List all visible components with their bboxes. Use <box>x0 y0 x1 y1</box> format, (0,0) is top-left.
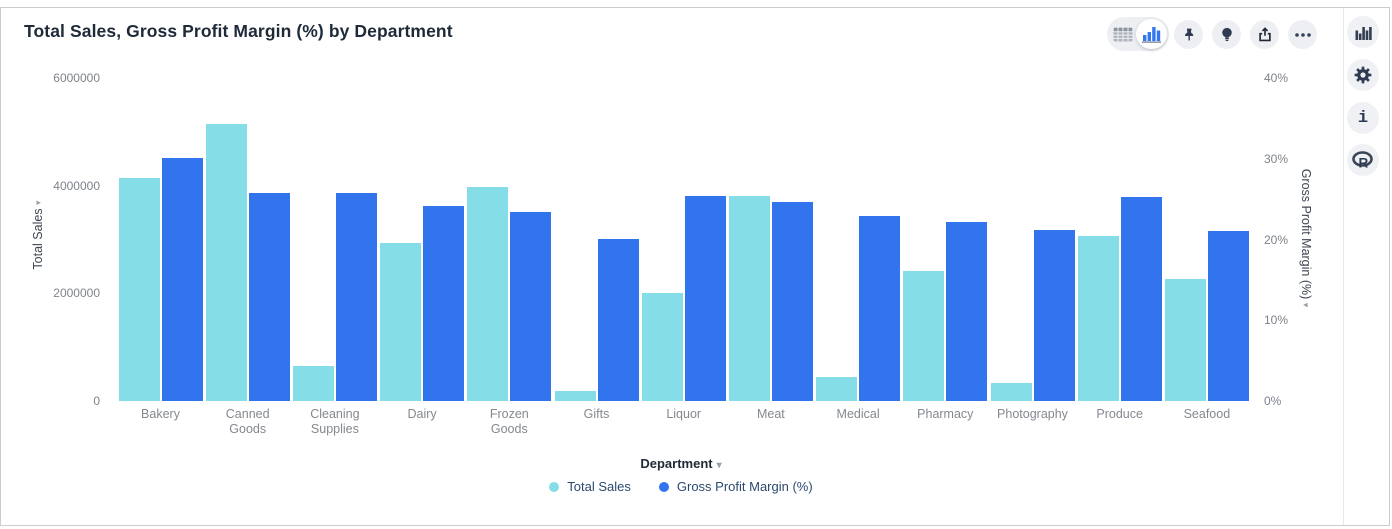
bar-gross-profit-margin-meat[interactable] <box>771 201 813 401</box>
right-axis-tick: 20% <box>1264 232 1289 247</box>
bar-total-sales-medical[interactable] <box>816 377 858 401</box>
histogram-icon <box>1355 25 1372 40</box>
table-icon <box>1113 26 1133 42</box>
bar-gross-profit-margin-bakery[interactable] <box>161 157 203 401</box>
bar-total-sales-gifts[interactable] <box>554 390 596 401</box>
x-axis-field-dropdown[interactable]: Department ▾ <box>581 456 781 471</box>
more-options-button[interactable] <box>1288 20 1317 49</box>
view-toggle <box>1107 17 1169 51</box>
pin-icon <box>1180 26 1198 44</box>
category-label: Pharmacy <box>917 407 974 421</box>
right-axis-title[interactable]: Gross Profit Margin (%) ▾ <box>1299 169 1313 308</box>
bar-total-sales-photography[interactable] <box>990 382 1032 401</box>
bar-gross-profit-margin-gifts[interactable] <box>597 238 639 401</box>
table-view-button[interactable] <box>1107 17 1139 51</box>
lightbulb-button[interactable] <box>1212 20 1241 49</box>
category-label: Photography <box>997 407 1068 421</box>
axis-arrow-icon: ▾ <box>1301 302 1311 308</box>
category-label: Medical <box>836 407 880 421</box>
legend-item-total-sales[interactable]: Total Sales <box>549 479 631 494</box>
bar-total-sales-canned-goods[interactable] <box>205 123 247 401</box>
bar-total-sales-dairy[interactable] <box>380 243 422 401</box>
gear-icon <box>1353 65 1373 85</box>
right-axis-tick: 10% <box>1264 313 1289 328</box>
lightbulb-icon <box>1218 25 1236 44</box>
info-icon: i <box>1357 108 1369 128</box>
legend: Total Sales Gross Profit Margin (%) <box>431 479 931 494</box>
bar-total-sales-pharmacy[interactable] <box>903 270 945 401</box>
left-axis-title[interactable]: Total Sales ▾ <box>31 200 45 269</box>
export-button[interactable] <box>1250 20 1279 49</box>
r-language-button[interactable]: R <box>1347 144 1379 176</box>
bar-gross-profit-margin-frozen-goods[interactable] <box>510 212 552 401</box>
right-axis-tick: 30% <box>1264 151 1289 166</box>
legend-dot-blue <box>658 481 669 492</box>
export-icon <box>1256 26 1274 44</box>
category-label: Produce <box>1096 407 1143 421</box>
bar-total-sales-seafood[interactable] <box>1164 278 1206 401</box>
right-axis-tick: 0% <box>1264 394 1282 408</box>
settings-button[interactable] <box>1347 59 1379 91</box>
axis-arrow-icon: ▾ <box>33 200 43 205</box>
bar-gross-profit-margin-medical[interactable] <box>859 216 901 401</box>
right-axis-title-text: Gross Profit Margin (%) <box>1299 168 1313 300</box>
ellipsis-icon <box>1294 32 1312 38</box>
category-label: Bakery <box>141 407 180 421</box>
category-label: Cleaning Supplies <box>310 407 360 436</box>
chart-view-button[interactable] <box>1136 19 1167 49</box>
right-axis-tick: 40% <box>1264 71 1289 85</box>
left-axis-tick: 2000000 <box>53 286 100 301</box>
legend-dot-cyan <box>549 481 560 492</box>
sidebar-divider <box>1343 8 1344 525</box>
x-axis-title-text: Department <box>640 456 713 471</box>
bar-gross-profit-margin-seafood[interactable] <box>1207 231 1249 401</box>
bar-total-sales-bakery[interactable] <box>118 177 160 401</box>
svg-text:R: R <box>1359 156 1369 170</box>
bar-gross-profit-margin-cleaning-supplies[interactable] <box>335 193 377 401</box>
category-label: Meat <box>756 407 785 421</box>
category-label: Liquor <box>666 407 702 421</box>
bar-gross-profit-margin-photography[interactable] <box>1033 229 1075 401</box>
bar-gross-profit-margin-canned-goods[interactable] <box>248 192 290 401</box>
chart-type-button[interactable] <box>1347 16 1379 48</box>
category-label: Dairy <box>407 407 437 421</box>
left-axis-tick: 0 <box>93 394 100 408</box>
bar-total-sales-produce[interactable] <box>1077 235 1119 401</box>
pin-button[interactable] <box>1174 20 1203 49</box>
legend-label: Gross Profit Margin (%) <box>676 479 813 494</box>
category-label: Gifts <box>583 407 610 421</box>
info-button[interactable]: i <box>1347 102 1379 134</box>
dropdown-arrow-icon: ▾ <box>716 460 722 471</box>
left-axis-tick: 6000000 <box>53 71 100 85</box>
legend-label: Total Sales <box>567 479 631 494</box>
page-title: Total Sales, Gross Profit Margin (%) by … <box>24 21 453 41</box>
bar-total-sales-cleaning-supplies[interactable] <box>292 366 334 401</box>
category-label: Frozen Goods <box>489 407 529 436</box>
bar-gross-profit-margin-pharmacy[interactable] <box>946 221 988 401</box>
category-label: Canned Goods <box>225 407 270 436</box>
bar-total-sales-liquor[interactable] <box>641 293 683 401</box>
category-label: Seafood <box>1183 407 1231 421</box>
r-logo-icon: R <box>1352 151 1374 169</box>
bar-total-sales-frozen-goods[interactable] <box>467 186 509 401</box>
bar-gross-profit-margin-dairy[interactable] <box>423 206 465 401</box>
bar-chart-icon <box>1142 26 1161 43</box>
bar-gross-profit-margin-liquor[interactable] <box>684 195 726 401</box>
left-axis-title-text: Total Sales <box>31 208 45 270</box>
bar-gross-profit-margin-produce[interactable] <box>1120 196 1162 401</box>
legend-item-gross-profit-margin[interactable]: Gross Profit Margin (%) <box>658 479 813 494</box>
bar-total-sales-meat[interactable] <box>728 196 770 401</box>
left-axis-tick: 4000000 <box>53 178 100 193</box>
